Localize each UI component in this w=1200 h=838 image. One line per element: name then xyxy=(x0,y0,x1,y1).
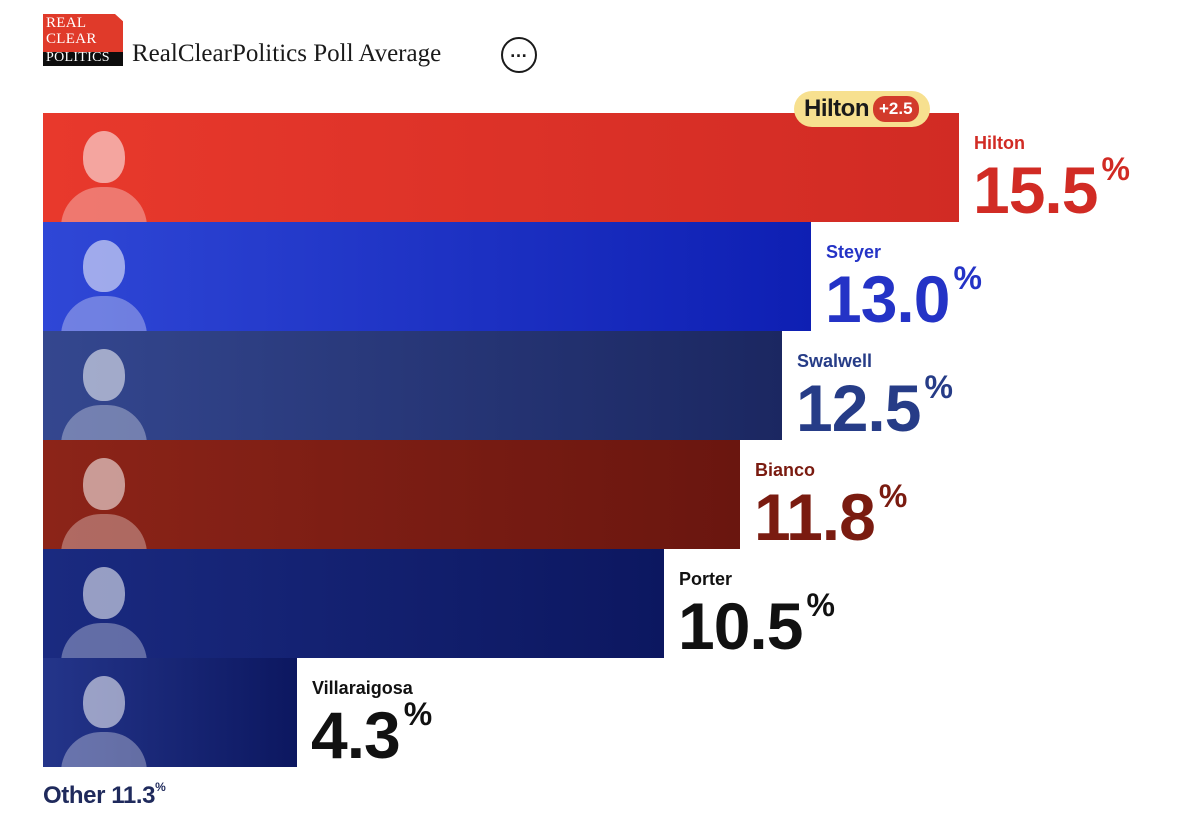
more-options-button[interactable]: … xyxy=(501,37,537,73)
value-number: 12.5 xyxy=(796,371,921,445)
candidate-photo-porter xyxy=(57,557,151,663)
portrait-torso xyxy=(61,623,147,663)
candidate-name-villaraigosa: Villaraigosa xyxy=(312,678,413,698)
candidate-value-hilton: 15.5% xyxy=(973,153,1130,223)
candidate-value-steyer: 13.0% xyxy=(825,262,982,332)
leader-badge: Hilton +2.5 xyxy=(794,91,930,127)
other-label: Other xyxy=(43,782,106,809)
leader-delta: +2.5 xyxy=(872,96,919,122)
bar-hilton xyxy=(43,113,959,227)
value-unit: % xyxy=(403,696,432,732)
bar-swalwell xyxy=(43,331,782,445)
candidate-photo-swalwell xyxy=(57,339,151,445)
value-unit: % xyxy=(924,369,952,405)
logo-strip xyxy=(43,52,123,66)
other-share: Other 11.3% xyxy=(43,780,166,810)
value-number: 15.5 xyxy=(973,153,1098,227)
portrait-torso xyxy=(61,296,147,336)
bar-row-bianco: Bianco 11.8% xyxy=(43,440,1193,554)
candidate-name-bianco: Bianco xyxy=(755,460,816,480)
portrait-torso xyxy=(61,732,147,772)
bar-row-villaraigosa: Villaraigosa 4.3% xyxy=(43,658,1193,772)
value-number: 13.0 xyxy=(825,262,950,336)
value-number: 11.8 xyxy=(754,480,876,554)
portrait-torso xyxy=(61,405,147,445)
page-title: RealClearPolitics Poll Average xyxy=(132,40,442,67)
candidate-value-swalwell: 12.5% xyxy=(796,371,953,441)
bar-villaraigosa xyxy=(43,658,297,772)
bar-steyer xyxy=(43,222,811,336)
value-unit: % xyxy=(878,478,907,514)
bar-bianco xyxy=(43,440,740,554)
candidate-name-hilton: Hilton xyxy=(974,133,1025,153)
portrait-head xyxy=(83,676,125,728)
bar-row-porter: Porter 10.5% xyxy=(43,549,1193,663)
portrait-head xyxy=(83,240,125,292)
bar-row-swalwell: Swalwell 12.5% xyxy=(43,331,1193,445)
logo-line-1: REAL xyxy=(46,15,87,31)
candidate-name-steyer: Steyer xyxy=(826,242,882,262)
value-number: 10.5 xyxy=(678,589,803,663)
candidate-photo-villaraigosa xyxy=(57,666,151,772)
logo-line-2: CLEAR xyxy=(46,31,97,47)
leader-name: Hilton xyxy=(804,95,869,122)
candidate-value-porter: 10.5% xyxy=(678,589,835,659)
portrait-head xyxy=(83,567,125,619)
candidate-name-porter: Porter xyxy=(679,569,733,589)
candidate-value-bianco: 11.8% xyxy=(754,480,907,550)
value-unit: % xyxy=(806,587,834,623)
candidate-photo-hilton xyxy=(57,121,151,227)
candidate-name-swalwell: Swalwell xyxy=(797,351,873,371)
candidate-photo-bianco xyxy=(57,448,151,554)
candidate-value-villaraigosa: 4.3% xyxy=(311,698,432,768)
rcp-logo: REAL CLEAR POLITICS xyxy=(43,14,123,66)
value-unit: % xyxy=(1101,151,1129,187)
other-unit: % xyxy=(155,780,166,794)
value-number: 4.3 xyxy=(311,698,401,772)
ellipsis-icon: … xyxy=(509,41,529,61)
portrait-head xyxy=(83,458,125,510)
bar-porter xyxy=(43,549,664,663)
logo-line-3: POLITICS xyxy=(46,50,110,65)
value-unit: % xyxy=(953,260,981,296)
portrait-head xyxy=(83,349,125,401)
portrait-torso xyxy=(61,187,147,227)
candidate-photo-steyer xyxy=(57,230,151,336)
bar-row-steyer: Steyer 13.0% xyxy=(43,222,1193,336)
portrait-torso xyxy=(61,514,147,554)
bar-row-hilton: Hilton 15.5% xyxy=(43,113,1193,227)
other-value: 11.3 xyxy=(111,782,156,809)
portrait-head xyxy=(83,131,125,183)
